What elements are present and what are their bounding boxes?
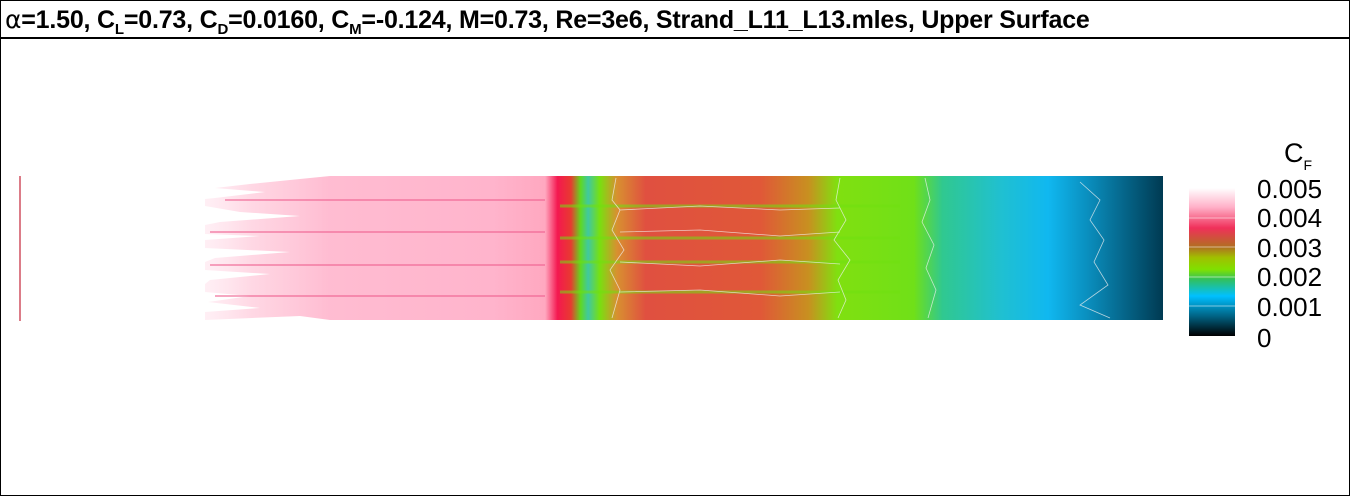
- cd-sub: D: [217, 21, 229, 38]
- colorbar-tick-label: 0.005: [1257, 174, 1323, 204]
- alpha-value: =1.50,: [21, 6, 98, 34]
- cm-value-and-case: =-0.124, M=0.73, Re=3e6, Strand_L11_L13.…: [361, 6, 1090, 34]
- colorbar-level-lines: [1189, 217, 1235, 307]
- cl-base: C: [97, 6, 115, 34]
- cd-value: =0.0160,: [228, 6, 332, 34]
- plot-title: α=1.50, CL=0.73, CD=0.0160, CM=-0.124, M…: [5, 5, 1090, 38]
- surface-band: [205, 176, 1163, 320]
- cl-sub: L: [114, 21, 124, 38]
- colorbar-tick-label: 0.003: [1257, 233, 1323, 263]
- title-bar: α=1.50, CL=0.73, CD=0.0160, CM=-0.124, M…: [1, 1, 1349, 39]
- colorbar-variable-sub: F: [1303, 157, 1313, 173]
- contour-lines: [609, 177, 1111, 319]
- cm-sub: M: [349, 21, 362, 38]
- laminar-streaks: [210, 199, 545, 297]
- cd-base: C: [199, 6, 218, 34]
- colorbar-variable-label: CF: [1284, 138, 1312, 173]
- colorbar-variable-base: C: [1284, 138, 1304, 168]
- colorbar-tick-label: 0.004: [1257, 203, 1323, 233]
- alpha-symbol: α: [5, 5, 22, 34]
- colorbar-tick-label: 0: [1257, 323, 1272, 353]
- cl-value: =0.73,: [123, 6, 200, 34]
- colorbar-gradient-bar: [1189, 188, 1235, 336]
- colorbar-tick-label: 0.001: [1257, 292, 1323, 322]
- cm-base: C: [331, 6, 350, 34]
- skin-friction-surface: [205, 176, 1163, 320]
- colorbar-tick-label: 0.002: [1257, 262, 1323, 292]
